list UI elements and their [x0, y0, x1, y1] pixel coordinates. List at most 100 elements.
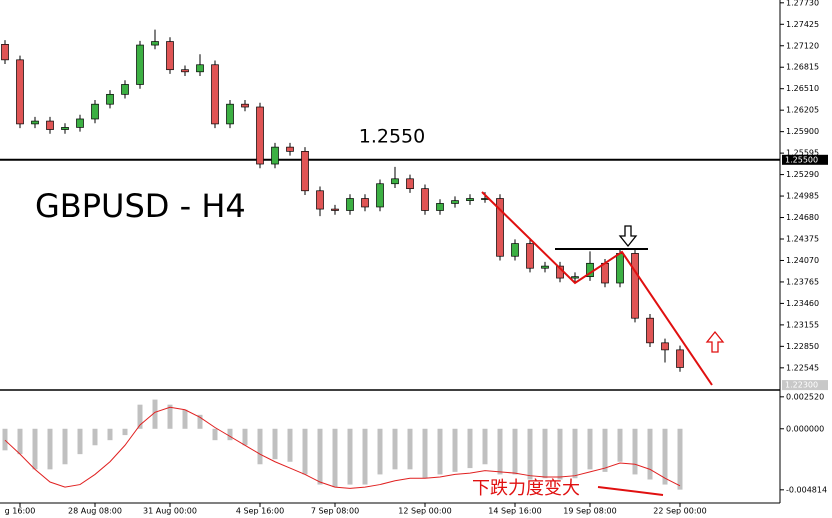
macd-bar: [272, 428, 278, 460]
y-tick-label: 0.000000: [786, 424, 824, 433]
candle-body: [196, 64, 204, 73]
candle-body: [16, 59, 24, 125]
candle-body: [616, 253, 624, 284]
macd-bar: [47, 428, 53, 470]
macd-bar: [347, 428, 353, 485]
macd-bar: [512, 428, 518, 475]
y-tick-label: 1.23155: [786, 320, 819, 329]
candle-body: [316, 190, 324, 210]
macd-bar: [527, 428, 533, 480]
candle-body: [466, 198, 474, 201]
y-tick-label: 1.26205: [786, 106, 819, 115]
macd-bar: [452, 428, 458, 472]
macd-bar: [62, 428, 68, 465]
y-tick-label: 1.25900: [786, 127, 819, 136]
candle-body: [646, 317, 654, 344]
y-tick-label: 1.24680: [786, 213, 819, 222]
price-line-caption: 1.2550: [359, 126, 425, 148]
macd-bar: [362, 428, 368, 485]
x-tick-label: 7 Sep 08:00: [311, 507, 359, 516]
candle-body: [241, 103, 249, 108]
candle-body: [601, 262, 609, 284]
candle-body: [526, 243, 534, 269]
macd-bar: [647, 428, 653, 480]
y-tick-label: 1.22545: [786, 363, 819, 372]
macd-bar: [152, 399, 158, 429]
macd-bar: [677, 428, 683, 490]
y-tick-label: 1.26815: [786, 63, 819, 72]
candle-body: [31, 120, 39, 125]
candle-body: [61, 127, 69, 130]
y-tick-label: 1.23460: [786, 299, 819, 308]
macd-bar: [182, 409, 188, 429]
price-box-label: 1.25500: [785, 155, 818, 164]
macd-bar: [92, 428, 98, 446]
macd-bar: [317, 428, 323, 485]
up-arrow: [705, 330, 725, 353]
candle-body: [676, 349, 684, 368]
x-tick-label: 28 Aug 08:00: [68, 507, 122, 516]
drawings: [481, 191, 725, 496]
candle-body: [256, 106, 264, 165]
macd-bar: [242, 428, 248, 446]
candle-body: [661, 342, 669, 351]
candle-body: [361, 198, 369, 208]
macd-bar: [602, 428, 608, 472]
macd-bar: [482, 428, 488, 465]
candle-body: [46, 120, 54, 130]
x-tick-label: g 16:00: [5, 507, 36, 516]
candle-body: [541, 265, 549, 269]
candle-body: [271, 146, 279, 165]
y-tick-label: 1.25595: [786, 149, 819, 158]
candle-body: [151, 41, 159, 46]
price-box: [782, 380, 828, 391]
candle-body: [631, 253, 639, 319]
macd-bar: [437, 428, 443, 475]
y-tick-label: 1.26510: [786, 84, 819, 93]
candle-body: [331, 208, 339, 211]
macd-bar: [407, 428, 413, 470]
candle-body: [286, 146, 294, 152]
macd-bar: [557, 428, 563, 480]
candle-body: [436, 203, 444, 211]
macd-bar: [122, 428, 128, 436]
candle-body: [181, 69, 189, 73]
x-tick-label: 12 Sep 00:00: [398, 507, 451, 516]
candle-body: [406, 178, 414, 190]
macd-bar: [377, 428, 383, 475]
candle-body: [76, 118, 84, 128]
price-box: [782, 154, 828, 165]
trend-line: [481, 191, 713, 386]
x-tick-label: 4 Sep 16:00: [236, 507, 284, 516]
macd-annotation-line: [597, 486, 664, 496]
candle-body: [496, 198, 504, 257]
macd-bar: [227, 428, 233, 441]
macd-bar: [467, 428, 473, 469]
macd-bar: [287, 428, 293, 462]
macd-bar: [662, 428, 668, 485]
y-tick-label: -0.004814: [786, 485, 827, 494]
macd-bar: [32, 428, 38, 470]
macd-bar: [107, 428, 113, 441]
macd-bar: [617, 428, 623, 462]
y-tick-label: 1.27730: [786, 0, 819, 7]
chart-title: GBPUSD - H4: [35, 187, 246, 225]
y-tick-label: 1.24985: [786, 192, 819, 201]
signal-line: [4, 406, 681, 489]
macd-annotation: 下跌力度变大: [472, 478, 580, 499]
price-box-label: 1.22300: [785, 381, 818, 390]
candle-body: [391, 178, 399, 185]
y-tick-label: 1.24375: [786, 234, 819, 243]
x-tick-label: 14 Sep 16:00: [488, 507, 541, 516]
macd-bar: [542, 428, 548, 479]
macd-bar: [332, 428, 338, 488]
candle-body: [121, 84, 129, 95]
candle-body: [346, 198, 354, 211]
candle-body: [1, 44, 9, 61]
candle-body: [301, 151, 309, 192]
macd-bar: [302, 428, 308, 475]
candle-body: [511, 243, 519, 257]
down-arrow: [618, 225, 638, 248]
